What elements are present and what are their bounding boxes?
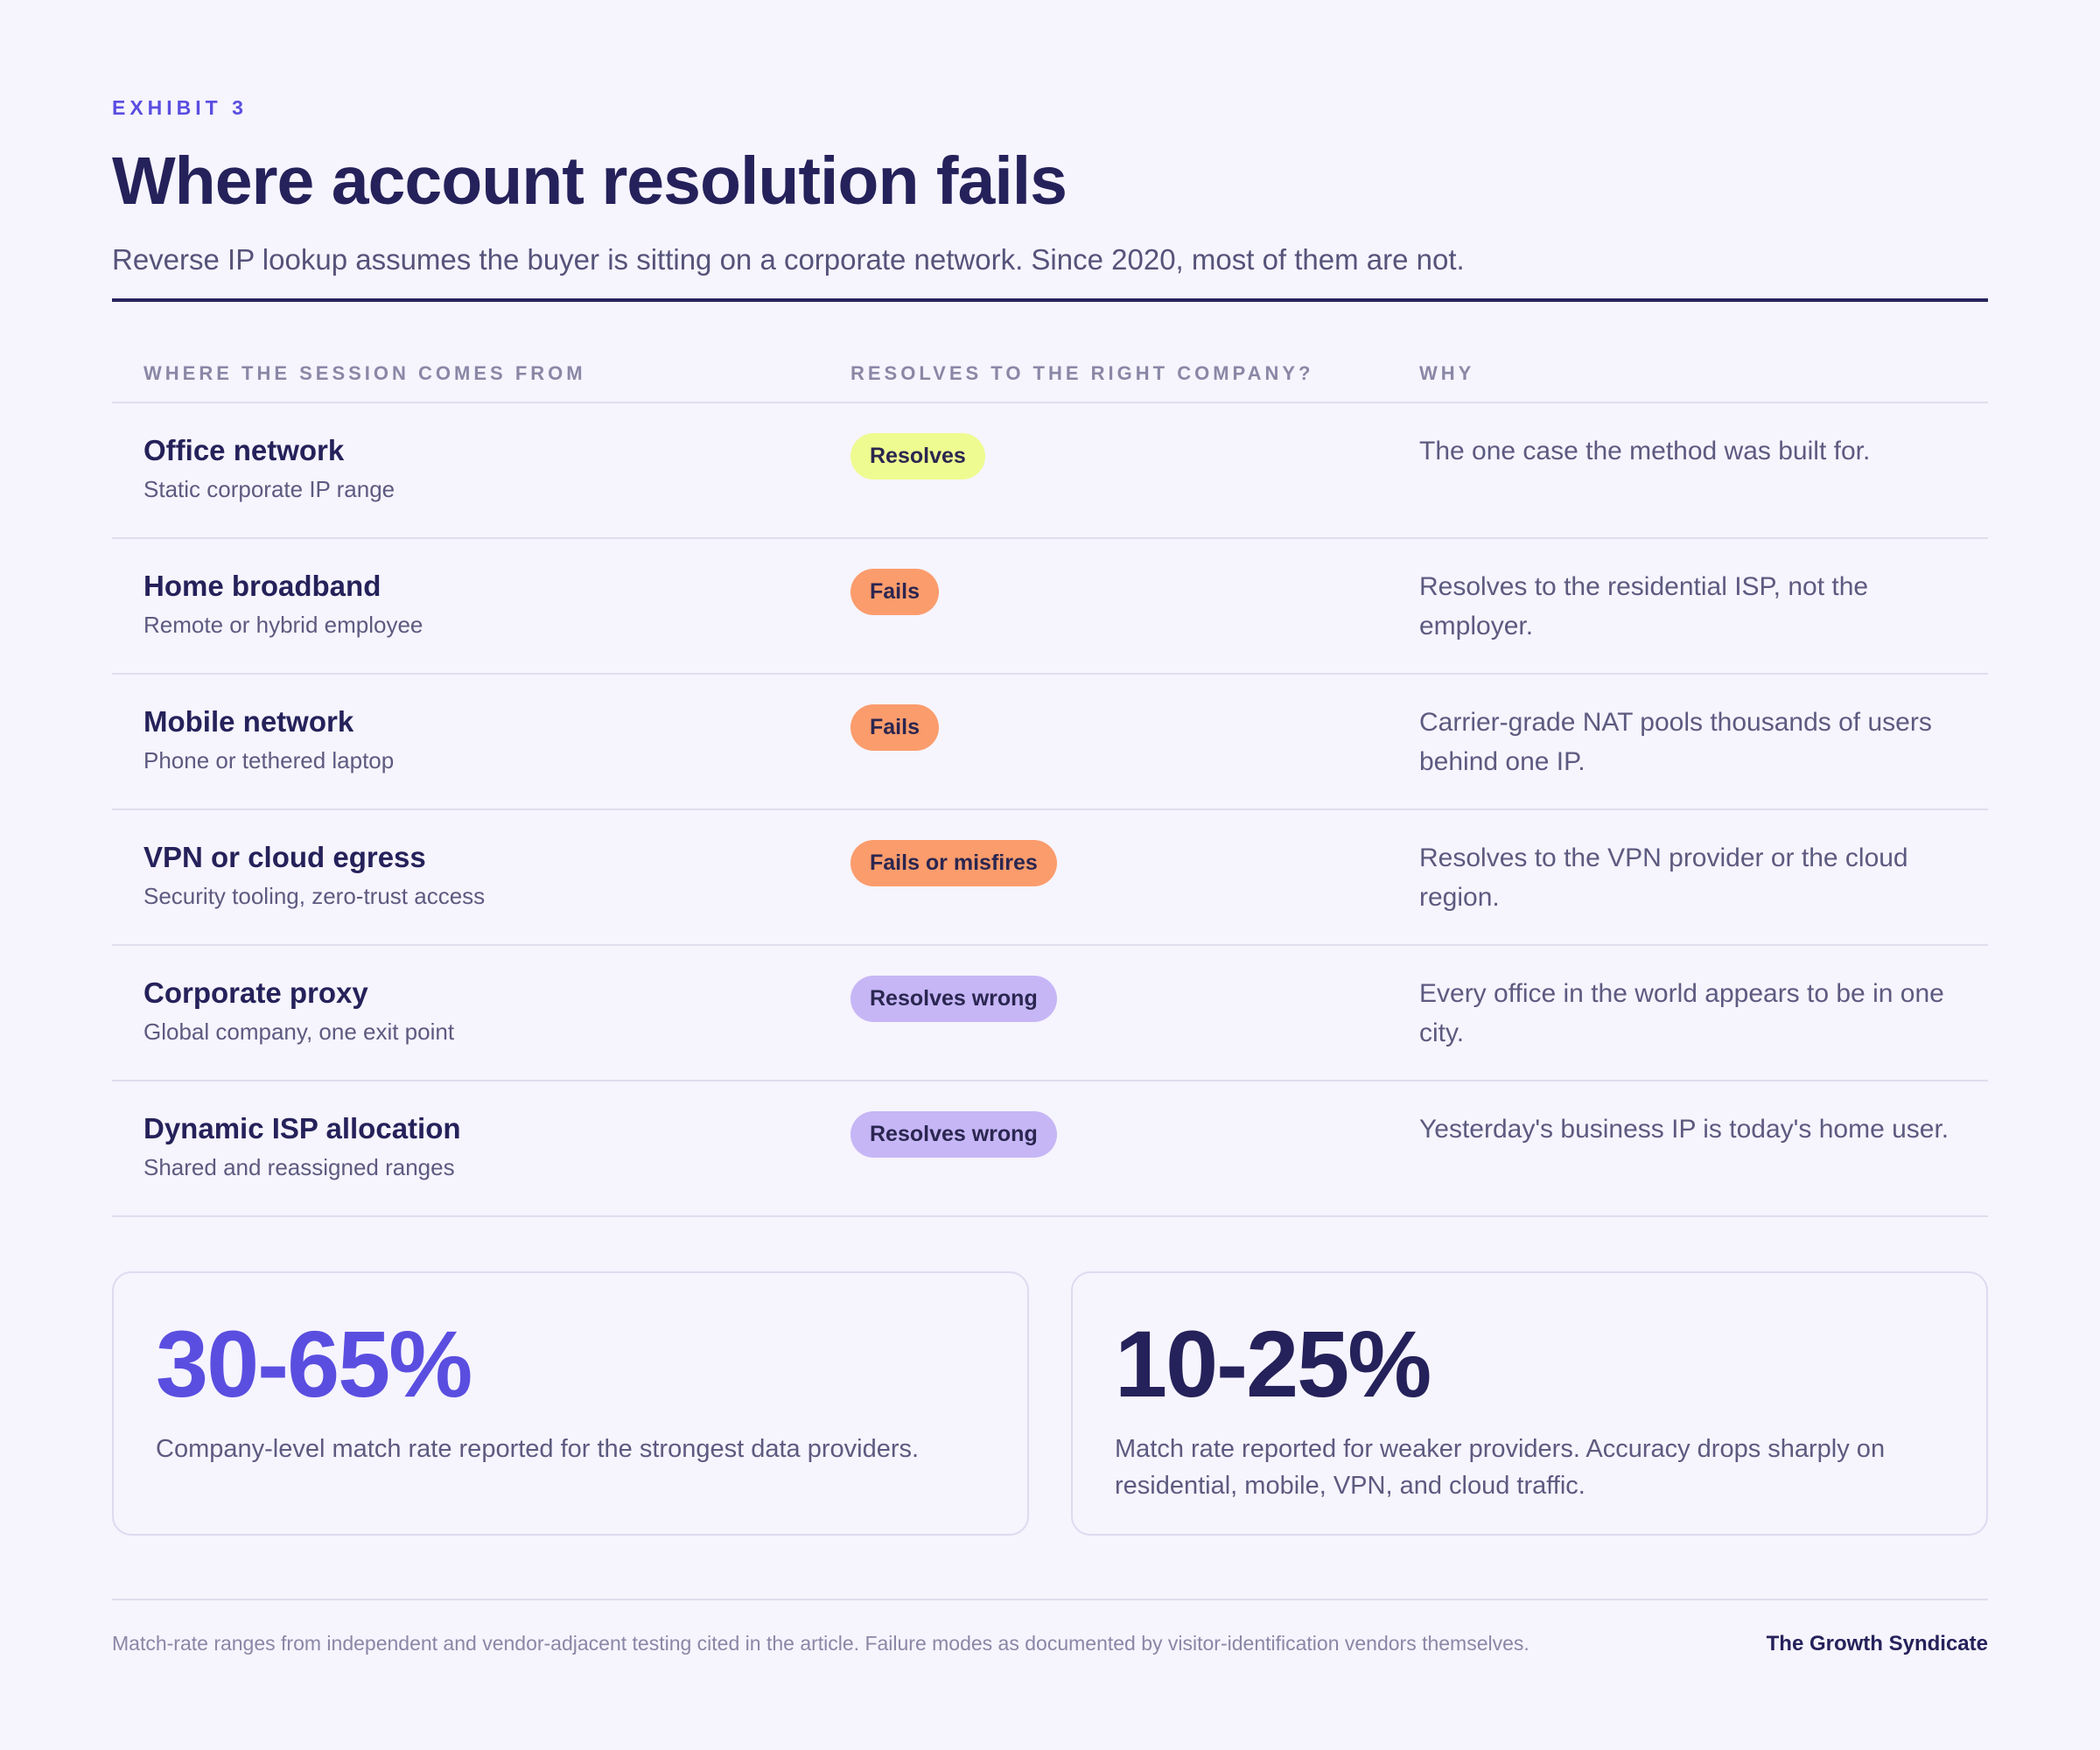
source-cell: Corporate proxy Global company, one exit… (112, 976, 850, 1046)
why-text: Carrier-grade NAT pools thousands of use… (1419, 707, 1932, 776)
stat-card-weak: 10-25% Match rate reported for weaker pr… (1071, 1270, 1988, 1536)
table-row: Home broadband Remote or hybrid employee… (112, 539, 1988, 675)
table-row: Dynamic ISP allocation Shared and reassi… (112, 1082, 1988, 1217)
status-cell: Fails or misfires (850, 839, 1419, 886)
table-row: Mobile network Phone or tethered laptop … (112, 675, 1988, 810)
status-cell: Resolves (850, 432, 1419, 480)
status-badge: Resolves wrong (850, 975, 1057, 1022)
source-detail: Security tooling, zero-trust access (144, 883, 486, 910)
column-header-source: WHERE THE SESSION COMES FROM (144, 361, 586, 384)
source-cell: Dynamic ISP allocation Shared and reassi… (112, 1111, 850, 1182)
stat-card-strong: 30-65% Company-level match rate reported… (112, 1270, 1029, 1536)
source-name: Home broadband (144, 569, 382, 602)
resolution-table: WHERE THE SESSION COMES FROM RESOLVES TO… (112, 351, 1988, 1217)
source-detail: Global company, one exit point (144, 1018, 455, 1046)
page-title: Where account resolution fails (112, 144, 1068, 219)
source-note: Match-rate ranges from independent and v… (112, 1632, 1530, 1656)
status-badge: Fails or misfires (850, 839, 1057, 886)
page-subtitle: Reverse IP lookup assumes the buyer is s… (112, 242, 1465, 276)
stat-description: Match rate reported for weaker providers… (1115, 1434, 1886, 1500)
footer-divider (112, 1598, 1988, 1600)
stat-value: 10-25% (1115, 1310, 1432, 1417)
status-cell: Fails (850, 568, 1419, 615)
source-cell: Office network Static corporate IP range (112, 433, 850, 504)
brand-name: The Growth Syndicate (1766, 1631, 1988, 1656)
exhibit-page: EXHIBIT 3 Where account resolution fails… (112, 96, 1988, 1656)
table-row: Office network Static corporate IP range… (112, 403, 1988, 539)
source-cell: Home broadband Remote or hybrid employee (112, 569, 850, 640)
status-badge: Fails (850, 568, 939, 615)
stat-cards: 30-65% Company-level match rate reported… (112, 1270, 1988, 1536)
table-header: WHERE THE SESSION COMES FROM RESOLVES TO… (112, 351, 1988, 403)
source-detail: Static corporate IP range (144, 476, 396, 503)
stat-value: 30-65% (156, 1310, 472, 1417)
why-text: Resolves to the residential ISP, not the… (1419, 571, 1869, 640)
source-detail: Phone or tethered laptop (144, 747, 395, 774)
source-cell: VPN or cloud egress Security tooling, ze… (112, 840, 850, 911)
source-name: VPN or cloud egress (144, 840, 426, 873)
status-badge: Fails (850, 704, 939, 751)
status-badge: Resolves wrong (850, 1110, 1057, 1158)
footer: Match-rate ranges from independent and v… (112, 1632, 1988, 1656)
stat-description: Company-level match rate reported for th… (156, 1434, 920, 1463)
source-name: Mobile network (144, 704, 354, 738)
why-text: The one case the method was built for. (1419, 436, 1871, 466)
source-name: Office network (144, 433, 345, 466)
why-text: Every office in the world appears to be … (1419, 978, 1944, 1047)
status-badge: Resolves (850, 432, 985, 480)
why-text: Yesterday's business IP is today's home … (1419, 1114, 1950, 1144)
status-cell: Fails (850, 704, 1419, 751)
source-detail: Shared and reassigned ranges (144, 1154, 455, 1181)
title-divider (112, 298, 1988, 302)
source-detail: Remote or hybrid employee (144, 612, 424, 639)
column-header-resolves: RESOLVES TO THE RIGHT COMPANY? (850, 361, 1314, 384)
table-row: Corporate proxy Global company, one exit… (112, 946, 1988, 1082)
column-header-why: WHY (1419, 361, 1475, 384)
table-row: VPN or cloud egress Security tooling, ze… (112, 810, 1988, 946)
status-cell: Resolves wrong (850, 1110, 1419, 1158)
status-cell: Resolves wrong (850, 975, 1419, 1022)
source-name: Dynamic ISP allocation (144, 1111, 461, 1144)
exhibit-eyebrow: EXHIBIT 3 (112, 96, 248, 119)
source-cell: Mobile network Phone or tethered laptop (112, 704, 850, 775)
why-text: Resolves to the VPN provider or the clou… (1419, 843, 1908, 912)
source-name: Corporate proxy (144, 976, 368, 1009)
